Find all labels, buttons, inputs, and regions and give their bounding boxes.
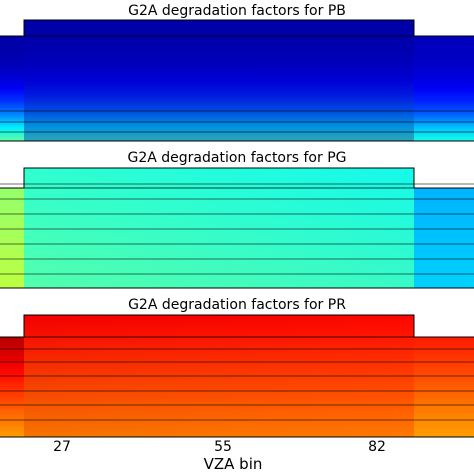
- x-tick-label: 27: [53, 439, 71, 455]
- heatmap-column: [0, 188, 24, 288]
- panel-pr: G2A degradation factors for PR: [0, 297, 474, 438]
- panel-title-pg: G2A degradation factors for PG: [128, 150, 347, 166]
- heatmap-column: [0, 337, 24, 437]
- heatmap-pb: [0, 19, 474, 142]
- heatmap-column: [0, 36, 24, 141]
- heatmap-tint: [24, 20, 414, 141]
- heatmap-pg: [0, 167, 474, 289]
- panel-outline: [0, 19, 474, 37]
- x-axis-label: VZA bin: [204, 455, 263, 473]
- panel-title-pb: G2A degradation factors for PB: [128, 3, 346, 19]
- x-axis: 27 55 82 VZA bin: [53, 439, 386, 473]
- panel-outline: [0, 314, 474, 338]
- heatmap-column: [414, 36, 474, 141]
- x-tick-label: 55: [214, 439, 232, 455]
- x-tick-label: 82: [368, 439, 386, 455]
- panel-outline: [0, 167, 474, 189]
- panel-title-pr: G2A degradation factors for PR: [128, 297, 346, 313]
- heatmap-tint: [24, 168, 414, 288]
- heatmap-column: [414, 188, 474, 288]
- panel-pb: G2A degradation factors for PB: [0, 3, 474, 142]
- heatmap-pr: [0, 314, 474, 438]
- heatmap-column: [414, 337, 474, 437]
- panel-pg: G2A degradation factors for PG: [0, 150, 474, 289]
